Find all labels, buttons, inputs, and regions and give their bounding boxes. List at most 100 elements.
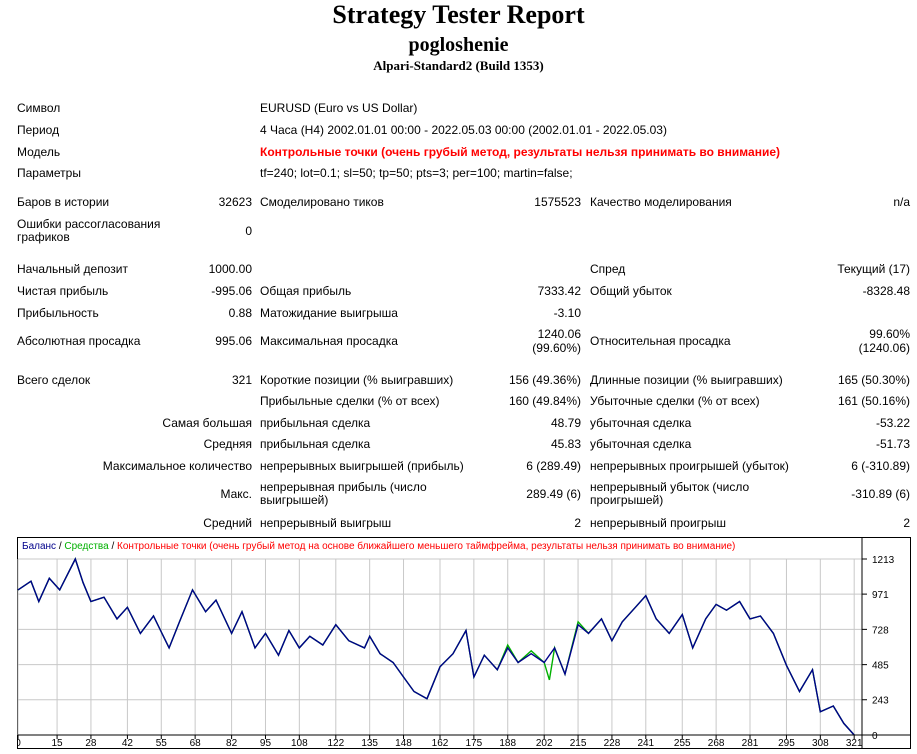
rel-drawdown-label: Относительная просадка — [590, 334, 731, 348]
cons-wins-label: непрерывных выигрышей (прибыль) — [260, 459, 464, 473]
total-trades-value: 321 — [231, 373, 252, 387]
y-tick-label: 971 — [872, 590, 889, 601]
quality-value: n/a — [893, 195, 910, 209]
x-tick-label: 295 — [778, 738, 795, 749]
legend-warning: Контрольные точки (очень грубый метод на… — [117, 541, 736, 552]
cons-losses-label: непрерывных проигрышей (убыток) — [590, 459, 789, 473]
x-tick-label: 68 — [190, 738, 202, 749]
params-label: Параметры — [17, 166, 81, 180]
bars-label: Баров в истории — [17, 195, 110, 209]
x-axis-ticks: 0 15 28 42 55 68 82 95 108 122 135 148 162 175 188 202 2… — [17, 734, 910, 749]
profit-factor-label: Прибыльность — [17, 306, 99, 320]
deposit-value: 1000.00 — [208, 262, 252, 276]
x-tick-label: 148 — [395, 738, 412, 749]
y-tick-label: 728 — [872, 625, 889, 636]
ticks-label: Смоделировано тиков — [260, 195, 384, 209]
gross-loss-label: Общий убыток — [590, 284, 672, 298]
rel-drawdown-value: (1240.06) — [858, 341, 910, 355]
expected-payoff-label: Матожидание выигрыша — [260, 306, 398, 320]
symbol-label: Символ — [17, 101, 61, 115]
net-profit-value: -995.06 — [211, 284, 252, 298]
legend-sep: / — [108, 541, 118, 552]
abs-drawdown-label: Абсолютная просадка — [17, 334, 141, 348]
abs-drawdown-value: 995.06 — [215, 334, 252, 348]
cons-loss-label: непрерывный убыток (число проигрышей) — [590, 480, 750, 507]
avg-cons-win-value: 2 — [574, 516, 581, 530]
cons-losses-value: 6 (-310.89) — [851, 459, 910, 473]
average-cons-label: Средний — [203, 516, 252, 530]
cons-profit-value: 289.49 (6) — [526, 487, 581, 501]
short-positions-value: 156 (49.36%) — [508, 373, 581, 387]
model-label: Модель — [17, 145, 61, 159]
mismatch-value: 0 — [245, 224, 252, 238]
largest-loss-label: убыточная сделка — [590, 416, 692, 430]
profit-factor-value: 0.88 — [228, 306, 252, 320]
x-tick-label: 0 — [17, 738, 21, 749]
average-label: Средняя — [203, 437, 252, 451]
long-positions-label: Длинные позиции (% выигравших) — [590, 373, 783, 387]
profit-trades-label: Прибыльные сделки (% от всех) — [260, 394, 440, 408]
bars-value: 32623 — [218, 195, 252, 209]
cons-wins-value: 6 (289.49) — [526, 459, 581, 473]
gross-profit-value: 7333.42 — [537, 284, 581, 298]
x-tick-label: 15 — [52, 738, 64, 749]
x-tick-label: 215 — [570, 738, 587, 749]
x-tick-label: 188 — [499, 738, 516, 749]
profit-trades-value: 160 (49.84%) — [508, 394, 581, 408]
expected-payoff-value: -3.10 — [553, 306, 581, 320]
y-tick-label: 0 — [872, 731, 878, 742]
x-tick-label: 82 — [226, 738, 238, 749]
max-drawdown-value: 1240.06 — [537, 327, 581, 341]
net-profit-label: Чистая прибыль — [17, 284, 109, 298]
x-tick-label: 268 — [708, 738, 725, 749]
x-tick-label: 228 — [604, 738, 621, 749]
y-axis-ticks: 1213 971 728 485 243 0 — [861, 538, 895, 748]
ticks-value: 1575523 — [534, 195, 581, 209]
chart-frame — [17, 537, 911, 749]
report-title: Strategy Tester Report — [332, 0, 585, 29]
gross-loss-value: -8328.48 — [862, 284, 910, 298]
server-build: Alpari-Standard2 (Build 1353) — [373, 58, 544, 73]
x-tick-label: 255 — [674, 738, 691, 749]
model-value: Контрольные точки (очень грубый метод, р… — [260, 145, 780, 159]
y-tick-label: 1213 — [872, 555, 895, 566]
max-drawdown-percent: (99.60%) — [532, 341, 581, 355]
x-tick-label: 321 — [846, 738, 863, 749]
x-tick-label: 95 — [260, 738, 272, 749]
symbol-value: EURUSD (Euro vs US Dollar) — [260, 101, 418, 115]
expert-name: pogloshenie — [408, 34, 509, 56]
x-tick-label: 308 — [812, 738, 829, 749]
balance-line — [17, 557, 855, 736]
max-label: Макс. — [220, 487, 252, 501]
gross-profit-label: Общая прибыль — [260, 284, 352, 298]
avg-win-value: 45.83 — [550, 437, 581, 451]
legend-sep: / — [56, 541, 65, 552]
total-trades-label: Всего сделок — [17, 373, 91, 387]
rel-drawdown-percent: 99.60% — [869, 327, 910, 341]
short-positions-label: Короткие позиции (% выигравших) — [260, 373, 454, 387]
mismatch-label: Ошибки рассогласования графиков — [17, 217, 161, 244]
avg-win-label: прибыльная сделка — [260, 437, 371, 451]
largest-loss-value: -53.22 — [875, 416, 910, 430]
quality-label: Качество моделирования — [590, 195, 732, 209]
cons-loss-value: -310.89 (6) — [851, 487, 910, 501]
x-tick-label: 162 — [432, 738, 449, 749]
chart-grid — [17, 558, 862, 736]
chart-series — [17, 557, 855, 736]
x-tick-label: 28 — [85, 738, 97, 749]
avg-cons-loss-value: 2 — [903, 516, 910, 530]
avg-cons-win-label: непрерывный выигрыш — [260, 516, 392, 530]
balance-chart: 1213 971 728 485 243 0 0 15 28 42 55 68 82 95 108 122 1… — [17, 537, 911, 749]
x-tick-label: 135 — [361, 738, 378, 749]
period-value: 4 Часа (H4) 2002.01.01 00:00 - 2022.05.0… — [260, 123, 667, 137]
period-label: Период — [17, 123, 60, 137]
max-drawdown-label: Максимальная просадка — [260, 334, 398, 348]
largest-win-label: прибыльная сделка — [260, 416, 371, 430]
max-count-label: Максимальное количество — [102, 459, 252, 473]
x-tick-label: 122 — [327, 738, 344, 749]
x-tick-label: 108 — [291, 738, 308, 749]
loss-trades-label: Убыточные сделки (% от всех) — [590, 394, 760, 408]
y-tick-label: 485 — [872, 661, 889, 672]
largest-win-value: 48.79 — [550, 416, 581, 430]
deposit-label: Начальный депозит — [17, 262, 128, 276]
